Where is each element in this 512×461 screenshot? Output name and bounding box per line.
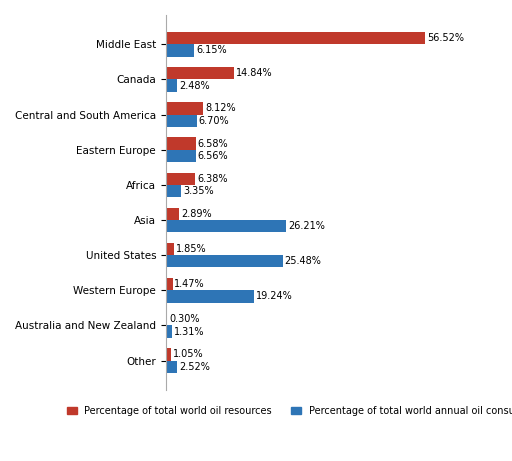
Bar bbox=[166, 243, 174, 255]
Bar bbox=[166, 255, 283, 267]
Text: 6.70%: 6.70% bbox=[199, 116, 229, 126]
Bar bbox=[166, 172, 195, 185]
Text: 1.47%: 1.47% bbox=[175, 279, 205, 289]
Bar bbox=[166, 115, 197, 127]
Text: 25.48%: 25.48% bbox=[285, 256, 322, 266]
Bar bbox=[166, 361, 178, 373]
Bar bbox=[166, 349, 170, 361]
Text: 1.05%: 1.05% bbox=[173, 349, 203, 360]
Bar bbox=[166, 32, 425, 44]
Text: 6.15%: 6.15% bbox=[196, 46, 226, 55]
Text: 19.24%: 19.24% bbox=[256, 291, 293, 301]
Bar bbox=[166, 102, 203, 115]
Text: 2.89%: 2.89% bbox=[181, 209, 211, 219]
Text: 6.38%: 6.38% bbox=[197, 174, 227, 184]
Bar bbox=[166, 325, 172, 338]
Bar bbox=[166, 313, 167, 325]
Legend: Percentage of total world oil resources, Percentage of total world annual oil co: Percentage of total world oil resources,… bbox=[63, 402, 512, 420]
Text: 2.52%: 2.52% bbox=[179, 362, 210, 372]
Bar bbox=[166, 79, 177, 92]
Text: 56.52%: 56.52% bbox=[427, 33, 464, 43]
Text: 3.35%: 3.35% bbox=[183, 186, 214, 196]
Text: 8.12%: 8.12% bbox=[205, 103, 236, 113]
Bar bbox=[166, 208, 179, 220]
Text: 1.85%: 1.85% bbox=[176, 244, 207, 254]
Bar bbox=[166, 150, 196, 162]
Bar bbox=[166, 44, 194, 57]
Text: 14.84%: 14.84% bbox=[236, 68, 272, 78]
Bar bbox=[166, 220, 286, 232]
Bar bbox=[166, 67, 234, 79]
Text: 0.30%: 0.30% bbox=[169, 314, 200, 324]
Bar bbox=[166, 137, 196, 150]
Bar bbox=[166, 278, 173, 290]
Text: 6.58%: 6.58% bbox=[198, 139, 228, 148]
Text: 2.48%: 2.48% bbox=[179, 81, 210, 91]
Bar bbox=[166, 290, 254, 302]
Text: 6.56%: 6.56% bbox=[198, 151, 228, 161]
Bar bbox=[166, 185, 181, 197]
Text: 26.21%: 26.21% bbox=[288, 221, 325, 231]
Text: 1.31%: 1.31% bbox=[174, 326, 204, 337]
